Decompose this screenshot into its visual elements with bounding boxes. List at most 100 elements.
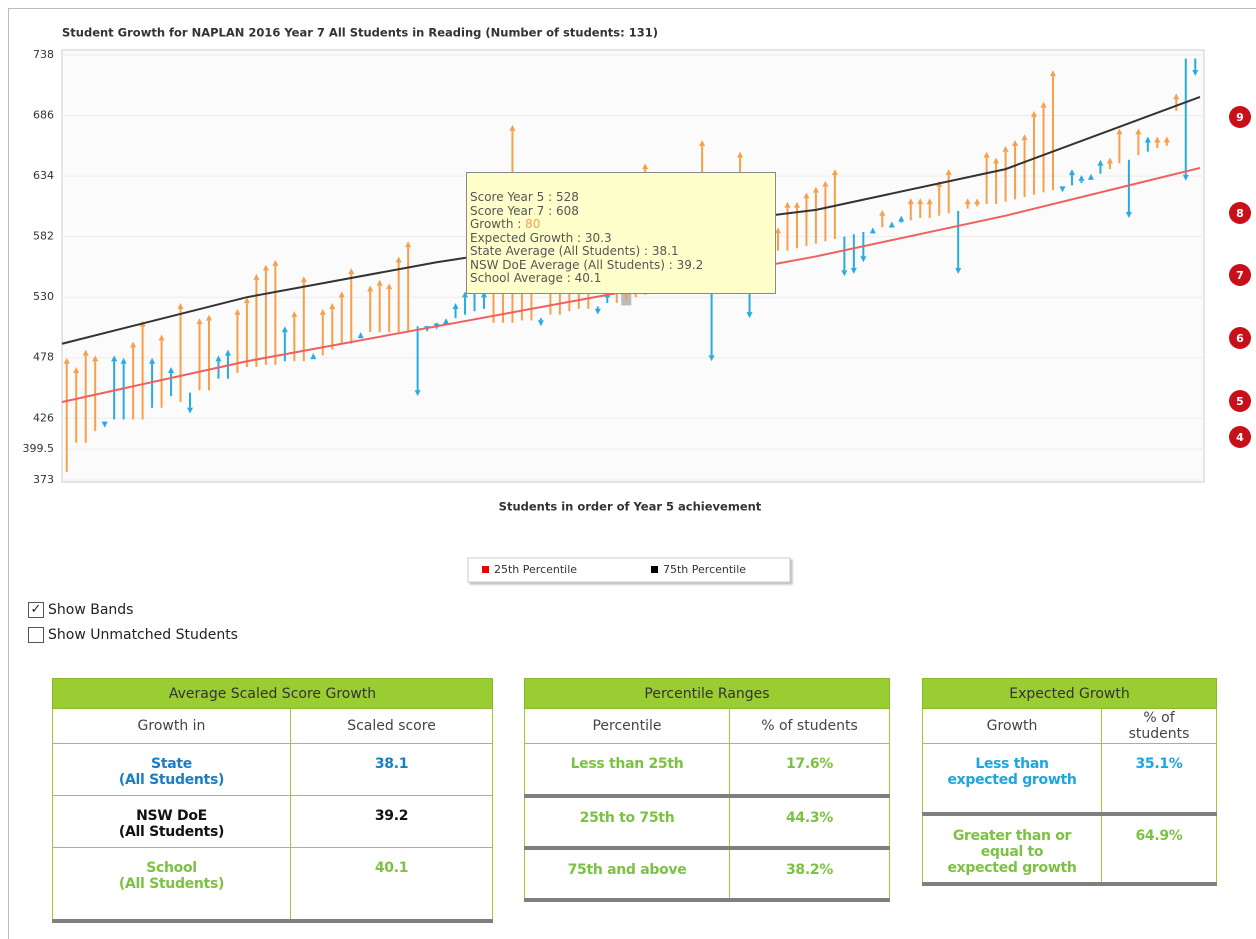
arrow-head <box>177 303 184 310</box>
growth-arrow <box>983 151 990 205</box>
arrow-head <box>1154 136 1161 143</box>
chart-title: Student Growth for NAPLAN 2016 Year 7 Al… <box>62 26 658 40</box>
tooltip-value: 528 <box>555 190 579 204</box>
growth-arrow <box>784 201 791 251</box>
arrow-head <box>831 169 838 176</box>
growth-arrow <box>860 231 867 263</box>
arrow-head <box>1012 140 1019 146</box>
arrow-head <box>983 151 990 158</box>
table-row: 75th and above 38.2% <box>524 847 890 902</box>
growth-arrow <box>955 211 962 274</box>
x-axis-label: Students in order of Year 5 achievement <box>499 500 762 514</box>
arrow-head <box>1040 101 1047 108</box>
growth-arrow <box>1059 186 1066 193</box>
arrow-head <box>1050 70 1057 77</box>
arrow-head <box>414 390 421 397</box>
table-row: 25th to 75th 44.3% <box>524 795 890 850</box>
growth-arrow <box>357 332 364 339</box>
growth-arrow <box>812 186 819 244</box>
arrow-head <box>300 276 307 283</box>
arrow-head <box>1125 212 1132 219</box>
arrow-head <box>130 341 137 348</box>
growth-arrow <box>300 276 307 362</box>
arrow-head <box>917 198 924 205</box>
arrow-head <box>1059 186 1066 193</box>
arrow-head <box>92 355 99 362</box>
growth-arrow <box>329 303 336 350</box>
table-row: NSW DoE (All Students) 39.2 <box>52 795 493 848</box>
arrow-head <box>642 163 649 170</box>
table-row: State (All Students) 38.1 <box>52 743 493 796</box>
checkbox-option[interactable]: Show Unmatched Students <box>28 622 238 647</box>
arrow-head <box>319 308 326 315</box>
y-tick-label: 399.5 <box>23 442 55 455</box>
frame <box>8 8 1256 939</box>
arrow-head <box>1135 128 1142 135</box>
arrow-head <box>1163 136 1170 143</box>
growth-arrow <box>196 318 203 391</box>
header-row: Growth in Scaled score <box>52 708 493 744</box>
arrow-head <box>1192 69 1199 76</box>
table-title: Average Scaled Score Growth <box>52 678 493 709</box>
growth-arrow <box>879 209 886 228</box>
y-tick-label: 582 <box>33 230 54 243</box>
growth-arrow <box>869 227 876 234</box>
legend <box>467 557 791 583</box>
arrow-head <box>120 357 127 364</box>
growth-arrow <box>187 392 194 414</box>
growth-arrow <box>822 180 829 242</box>
arrow-head <box>1021 134 1028 141</box>
growth-arrow <box>215 355 222 379</box>
arrow-head <box>481 291 488 298</box>
arrow-head <box>993 157 1000 164</box>
arrow-head <box>73 367 80 374</box>
arrow-head <box>196 318 203 325</box>
arrow-head <box>708 355 715 362</box>
arrow-head <box>405 241 412 248</box>
growth-arrow <box>1078 174 1085 184</box>
growth-arrow <box>120 357 127 420</box>
table-cell: State (All Students) <box>52 743 291 796</box>
arrow-head <box>101 421 108 428</box>
table-row: School (All Students) 40.1 <box>52 847 493 923</box>
arrow-head <box>376 279 383 286</box>
column-header: Growth <box>922 708 1102 744</box>
table-cell: Less than expected growth <box>922 743 1102 816</box>
growth-arrow <box>462 291 469 315</box>
growth-arrow <box>537 318 544 327</box>
arrow-head <box>291 311 298 318</box>
growth-arrow <box>82 349 89 443</box>
growth-arrow <box>1116 128 1123 164</box>
checkbox-option[interactable]: ✓ Show Bands <box>28 597 238 622</box>
title-row: Average Scaled Score Growth <box>52 678 493 709</box>
checkbox[interactable]: ✓ <box>28 601 44 618</box>
tooltip: Score Year 5 : 528 Score Year 7 : 608 Grow… <box>466 172 776 294</box>
arrow-head <box>243 297 250 304</box>
growth-arrow <box>1192 58 1199 76</box>
arrow-head <box>395 256 402 263</box>
tooltip-value: 38.1 <box>651 244 679 258</box>
arrow-head <box>1144 136 1151 143</box>
arrow-head <box>594 308 601 315</box>
growth-arrow <box>907 198 914 221</box>
table-cell: 38.1 <box>290 743 493 796</box>
table-row: Greater than or equal to expected growth… <box>922 813 1217 886</box>
checkbox[interactable] <box>28 626 44 643</box>
arrow-head <box>386 283 393 290</box>
growth-arrow <box>1068 169 1075 186</box>
table-title: Percentile Ranges <box>524 678 890 709</box>
arrow-head <box>945 169 952 176</box>
options: ✓ Show Bands Show Unmatched Students <box>28 597 238 647</box>
arrow-head <box>262 264 269 271</box>
growth-arrow <box>1106 157 1113 170</box>
arrow-head <box>367 285 374 292</box>
arrow-head <box>205 314 212 321</box>
growth-arrow <box>926 198 933 219</box>
growth-arrow <box>177 303 184 402</box>
arrow-head <box>310 353 317 360</box>
tooltip-value: 80 <box>525 217 541 231</box>
arrow-head <box>955 267 962 274</box>
header-row: Growth% of students <box>922 708 1217 744</box>
band-marker <box>1229 202 1251 224</box>
